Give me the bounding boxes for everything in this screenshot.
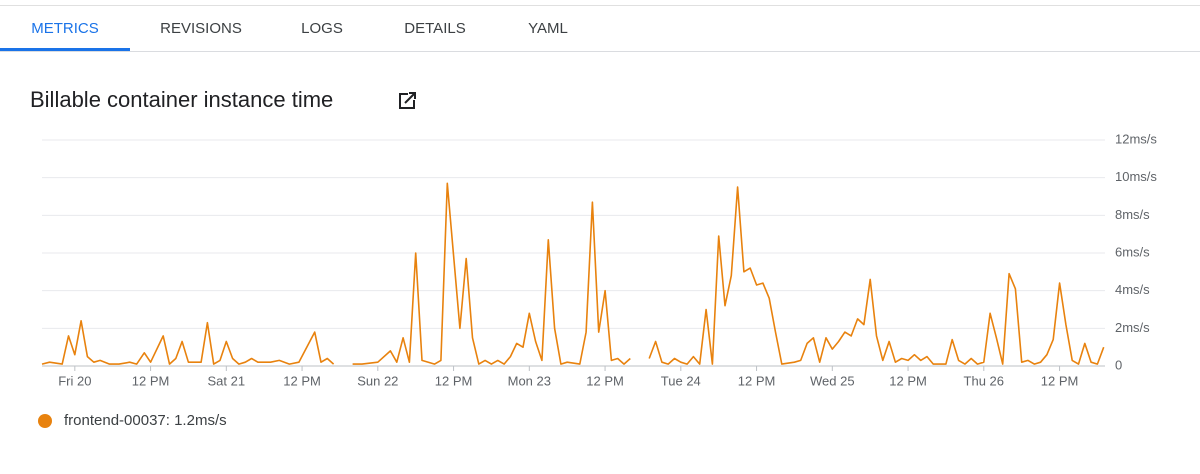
tab-indicator — [0, 48, 130, 51]
x-tick-label: 12 PM — [738, 373, 776, 388]
x-tick-label: Sat 21 — [208, 373, 246, 388]
x-tick-label: Tue 24 — [661, 373, 701, 388]
y-tick-label: 2ms/s — [1115, 320, 1150, 335]
y-tick-label: 0 — [1115, 357, 1122, 372]
x-tick-label: 12 PM — [283, 373, 321, 388]
x-tick-label: 12 PM — [435, 373, 473, 388]
data-line — [41, 182, 1105, 365]
tab[interactable]: DETAILS — [404, 20, 465, 37]
tab[interactable]: YAML — [528, 20, 568, 37]
tab[interactable]: LOGS — [301, 20, 343, 37]
y-tick-label: 10ms/s — [1115, 169, 1157, 184]
y-tick-label: 8ms/s — [1115, 207, 1150, 222]
y-tick-label: 12ms/s — [1115, 131, 1157, 146]
y-tick-label: 4ms/s — [1115, 282, 1150, 297]
legend-name: frontend-00037 — [64, 412, 166, 429]
x-tick-label: 12 PM — [586, 373, 624, 388]
chart-title: Billable container instance time — [30, 87, 333, 112]
icon-box — [399, 93, 415, 109]
legend-value: 1.2ms/s — [174, 412, 227, 429]
x-tick-label: Mon 23 — [508, 373, 551, 388]
x-tick-label: 12 PM — [1041, 373, 1079, 388]
legend-label: frontend-00037: 1.2ms/s — [64, 412, 227, 429]
x-tick-label: 12 PM — [132, 373, 170, 388]
x-tick-label: Thu 26 — [964, 373, 1004, 388]
y-tick-label: 6ms/s — [1115, 244, 1150, 259]
icon-arrow — [404, 92, 416, 104]
x-tick-label: Wed 25 — [810, 373, 855, 388]
legend-colon: : — [166, 412, 174, 429]
tab[interactable]: REVISIONS — [160, 20, 242, 37]
x-tick-label: Fri 20 — [58, 373, 91, 388]
external-link-icon[interactable] — [399, 92, 416, 109]
x-tick-label: 12 PM — [889, 373, 927, 388]
tab[interactable]: METRICS — [31, 20, 99, 37]
x-tick-label: Sun 22 — [357, 373, 398, 388]
legend-dot — [38, 414, 52, 428]
